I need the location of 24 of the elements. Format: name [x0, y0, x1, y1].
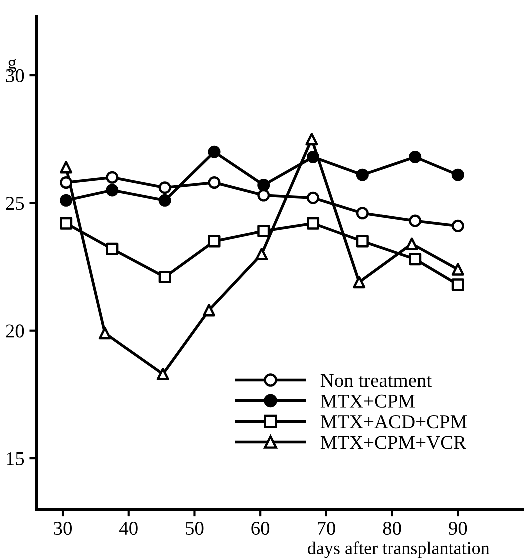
point — [60, 161, 73, 174]
x-tick-label: 90 — [449, 522, 468, 536]
y-tick-label: 15 — [7, 452, 24, 466]
y-tick-label: 25 — [6, 197, 24, 210]
x-axis-title: days after transplantation — [308, 542, 490, 558]
legend-label: MTX+CPM — [320, 394, 416, 408]
point — [256, 248, 268, 261]
point — [406, 238, 418, 250]
x-tick-label: 60 — [252, 522, 270, 536]
y-tick-label: 20 — [6, 324, 24, 338]
x-tick-label: 70 — [318, 522, 336, 536]
point — [202, 304, 216, 317]
x-tick-label: 80 — [383, 522, 402, 536]
x-tick-label: 40 — [120, 522, 138, 536]
x-tick-label: 30 — [54, 522, 72, 536]
point — [98, 327, 112, 340]
legend-label: Non treatment — [320, 374, 432, 388]
point — [353, 276, 366, 289]
legend-label: MTX+CPM+VCR — [320, 436, 467, 450]
point — [452, 263, 464, 276]
point — [156, 368, 170, 381]
x-tick-label: 50 — [186, 522, 204, 536]
point — [306, 133, 318, 146]
legend-label: MTX+ACD+CPM — [320, 416, 468, 429]
